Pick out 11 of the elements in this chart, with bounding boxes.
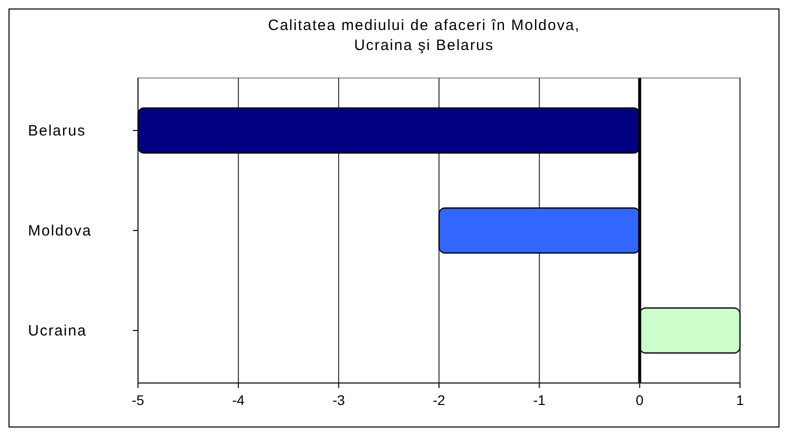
x-tick-label: -1 <box>533 392 546 408</box>
x-tick-label: 1 <box>736 392 744 408</box>
y-tick-label: Moldova <box>28 222 92 240</box>
y-tick-label: Ucraina <box>28 322 87 340</box>
chart-title: Calitatea mediului de afaceri în Moldova, Ucraina şi Belarus <box>268 17 580 54</box>
y-tick-label: Belarus <box>28 122 86 140</box>
x-tick-label: -4 <box>232 392 245 408</box>
x-tick-label: -2 <box>432 392 446 408</box>
x-tick-label: -5 <box>132 392 144 408</box>
x-tick-label: 0 <box>636 392 644 408</box>
x-tick-label: -3 <box>332 392 346 408</box>
